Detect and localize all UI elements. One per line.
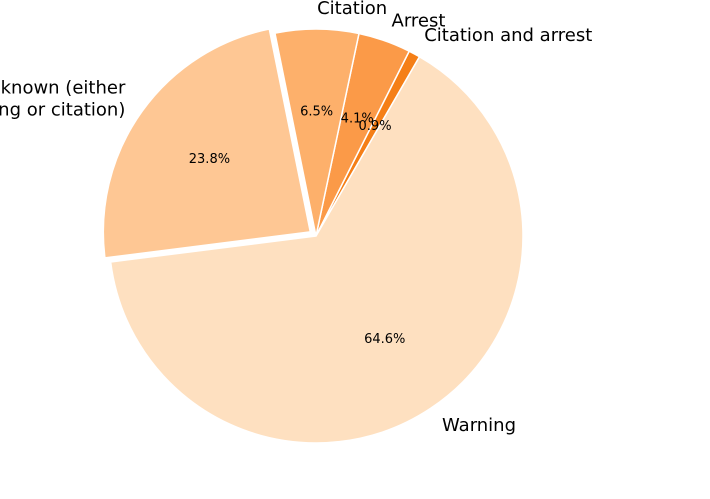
pct-label-unknown-either-warning-or-citation: 23.8% <box>189 152 230 167</box>
pct-label-warning: 64.6% <box>364 332 405 347</box>
label-citation-and-arrest: Citation and arrest <box>424 25 592 46</box>
label-citation: Citation <box>317 0 387 19</box>
slice-warning <box>109 55 524 444</box>
label-warning: Warning <box>442 415 516 436</box>
pct-label-citation: 6.5% <box>300 104 333 119</box>
label-arrest: Arrest <box>392 11 446 32</box>
slice-citation <box>274 28 360 237</box>
label-unknown-either-warning-or-citation: Unknown (eitherwarning or citation) <box>0 78 126 121</box>
pie-slices <box>102 28 524 444</box>
pct-label-arrest: 4.1% <box>341 111 374 126</box>
percentage-labels: 0.9%4.1% 6.5% 23.8% 64.6% <box>189 104 406 347</box>
pct-label-citation-and-arrest: 0.9% <box>359 119 392 134</box>
slice-unknown-either-warning-or-citation <box>102 28 312 259</box>
